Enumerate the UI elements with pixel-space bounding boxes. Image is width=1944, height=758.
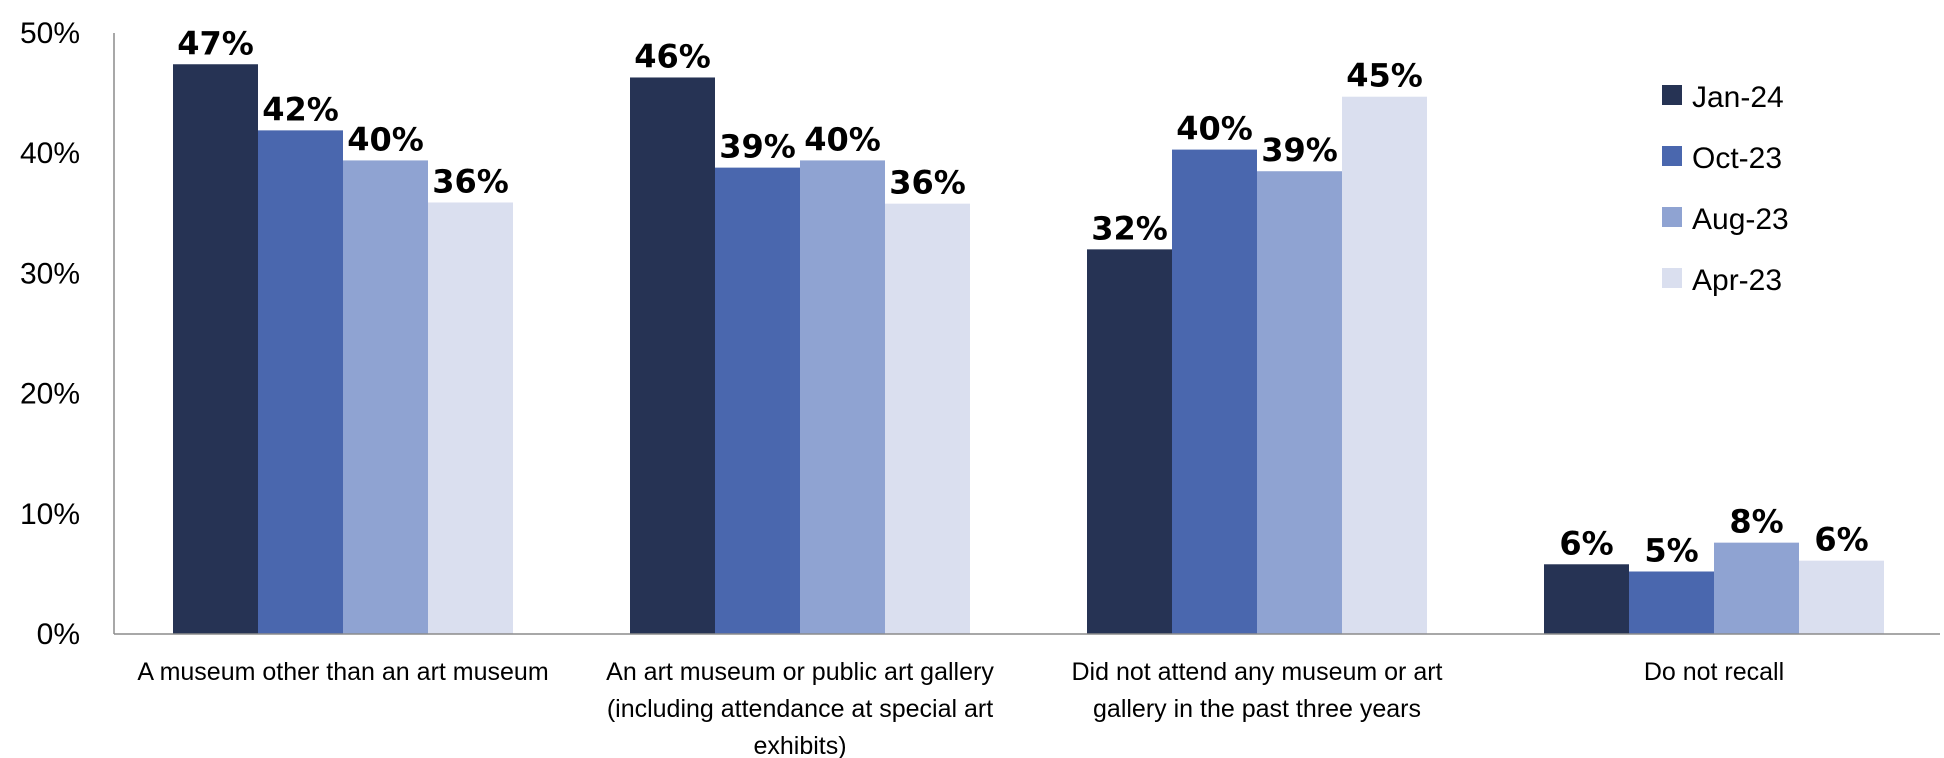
legend-label-jan-24: Jan-24: [1692, 81, 1784, 114]
bar-aug-23-cat-2: [800, 160, 885, 635]
bar-apr-23-cat-2: [885, 203, 970, 634]
bar-aug-23-cat-4: [1714, 542, 1799, 634]
data-label: 36%: [889, 164, 966, 202]
data-label: 39%: [1261, 131, 1338, 169]
data-label: 32%: [1091, 209, 1168, 247]
y-tick-label: 50%: [20, 17, 80, 50]
bar-oct-23-cat-3: [1172, 149, 1257, 634]
bar-oct-23-cat-2: [715, 167, 800, 634]
data-label: 5%: [1644, 531, 1698, 569]
y-tick-label: 40%: [20, 137, 80, 170]
legend-label-aug-23: Aug-23: [1692, 203, 1789, 236]
data-label: 46%: [634, 37, 711, 75]
data-label: 45%: [1346, 57, 1423, 95]
bar-jan-24-cat-4: [1544, 564, 1629, 634]
data-label: 40%: [347, 120, 424, 158]
bar-oct-23-cat-1: [258, 130, 343, 634]
y-tick-label: 20%: [20, 378, 80, 411]
category-label: Do not recall: [1644, 658, 1784, 686]
data-label: 39%: [719, 128, 796, 166]
legend-label-apr-23: Apr-23: [1692, 264, 1782, 297]
data-label: 40%: [1176, 110, 1253, 148]
category-label: A museum other than an art museum: [137, 658, 548, 686]
y-tick-label: 10%: [20, 498, 80, 531]
bars-group: [173, 64, 1884, 635]
legend-swatch-jan-24: [1662, 85, 1682, 105]
legend-swatch-aug-23: [1662, 207, 1682, 227]
y-tick-label: 30%: [20, 257, 80, 290]
axes-group: 0% 10% 20% 30% 40% 50% A museum other than an …: [20, 17, 1940, 758]
category-label: An art museum or public art gallery (incl…: [606, 658, 994, 758]
data-labels-group: 47% 46%32%6%42%39% 40%5%40% 40% 39%8%36% 36%4…: [177, 24, 1868, 569]
data-label: 42%: [262, 90, 339, 128]
data-label: 47%: [177, 24, 254, 62]
bar-jan-24-cat-3: [1087, 249, 1172, 635]
bar-apr-23-cat-4: [1799, 560, 1884, 634]
category-label: Did not attend any museum or art gallery …: [1071, 658, 1442, 723]
bar-apr-23-cat-3: [1342, 96, 1427, 635]
legend-swatch-apr-23: [1662, 268, 1682, 288]
bar-aug-23-cat-3: [1257, 171, 1342, 635]
bar-jan-24-cat-1: [173, 64, 258, 634]
bar-oct-23-cat-4: [1629, 571, 1714, 634]
data-label: 40%: [804, 120, 881, 158]
y-tick-label: 0%: [37, 618, 80, 651]
data-label: 8%: [1729, 503, 1783, 541]
legend-swatch-oct-23: [1662, 146, 1682, 166]
data-label: 6%: [1559, 524, 1613, 562]
legend: Jan-24 Oct-23 Aug-23 Apr-23: [1662, 81, 1789, 297]
bar-jan-24-cat-2: [630, 77, 715, 634]
data-label: 6%: [1814, 521, 1868, 559]
bar-aug-23-cat-1: [343, 160, 428, 635]
legend-label-oct-23: Oct-23: [1692, 142, 1782, 175]
data-label: 36%: [432, 162, 509, 200]
bar-apr-23-cat-1: [428, 202, 513, 634]
